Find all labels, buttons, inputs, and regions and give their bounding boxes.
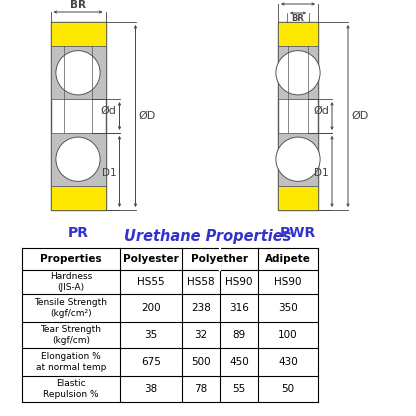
- Bar: [50, 133, 106, 186]
- Text: Ød: Ød: [313, 106, 329, 116]
- Text: 350: 350: [278, 303, 298, 313]
- Circle shape: [56, 137, 100, 181]
- Text: 316: 316: [229, 303, 249, 313]
- Text: HS55: HS55: [137, 277, 165, 287]
- Bar: [50, 47, 106, 99]
- Text: Ød: Ød: [101, 106, 116, 116]
- Text: D1: D1: [102, 168, 116, 178]
- Text: BR: BR: [70, 0, 86, 10]
- Circle shape: [276, 137, 320, 181]
- Text: BR: BR: [292, 14, 305, 23]
- Bar: [278, 133, 318, 186]
- Text: Tensile Strength
(kgf/cm²): Tensile Strength (kgf/cm²): [35, 298, 107, 318]
- Text: HS90: HS90: [274, 277, 302, 287]
- Text: ØD: ØD: [351, 111, 368, 121]
- Text: 238: 238: [191, 303, 211, 313]
- Text: HS58: HS58: [187, 277, 215, 287]
- Text: D1: D1: [314, 168, 329, 178]
- Text: 32: 32: [194, 330, 208, 340]
- Bar: [50, 186, 106, 210]
- Text: 55: 55: [233, 384, 245, 394]
- Bar: [64, 99, 92, 133]
- Text: 450: 450: [229, 357, 249, 367]
- Bar: [50, 22, 106, 210]
- Text: Polyester: Polyester: [123, 254, 179, 264]
- Text: 38: 38: [144, 384, 158, 394]
- Circle shape: [276, 51, 320, 95]
- Bar: [278, 22, 318, 210]
- Bar: [278, 186, 318, 210]
- Text: 35: 35: [144, 330, 158, 340]
- Text: PWR: PWR: [280, 226, 316, 240]
- Text: B: B: [294, 0, 302, 2]
- Text: Hardness
(JIS-A): Hardness (JIS-A): [50, 272, 92, 292]
- Text: 89: 89: [233, 330, 245, 340]
- Bar: [50, 22, 106, 47]
- Text: 500: 500: [191, 357, 211, 367]
- Circle shape: [56, 51, 100, 95]
- Text: Properties: Properties: [40, 254, 102, 264]
- Bar: [278, 22, 318, 47]
- Text: 100: 100: [278, 330, 298, 340]
- Text: Elongation %
at normal temp: Elongation % at normal temp: [36, 352, 106, 372]
- Text: HS90: HS90: [225, 277, 253, 287]
- Text: 78: 78: [194, 384, 208, 394]
- Text: 200: 200: [141, 303, 161, 313]
- Text: 430: 430: [278, 357, 298, 367]
- Text: Elastic
Repulsion %: Elastic Repulsion %: [43, 379, 99, 399]
- Text: Tear Strength
(kgf/cm): Tear Strength (kgf/cm): [40, 325, 102, 345]
- Text: Adipete: Adipete: [265, 254, 311, 264]
- Text: 50: 50: [282, 384, 295, 394]
- Text: Urethane Properties: Urethane Properties: [124, 228, 292, 243]
- Text: Polyether: Polyether: [191, 254, 248, 264]
- Bar: [288, 99, 308, 133]
- Text: 675: 675: [141, 357, 161, 367]
- Bar: [278, 47, 318, 99]
- Text: ØD: ØD: [139, 111, 156, 121]
- Text: PR: PR: [67, 226, 89, 240]
